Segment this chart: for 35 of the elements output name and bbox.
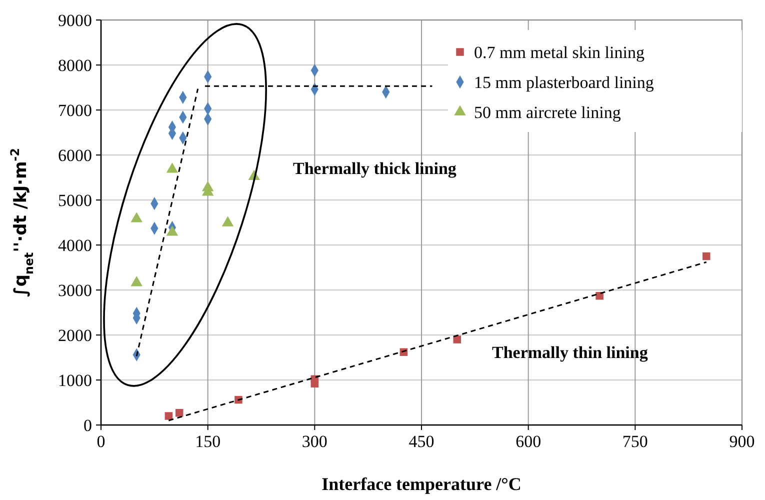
point [166, 226, 178, 236]
x-tick-label: 150 [195, 432, 221, 451]
y-tick-label: 9000 [58, 10, 92, 30]
point [453, 336, 461, 344]
y-tick-label: 3000 [58, 280, 92, 300]
point [164, 412, 173, 420]
x-tick-label: 0 [96, 432, 106, 451]
point [702, 252, 710, 260]
y-tick-label: 1000 [58, 370, 92, 390]
x-tick-label: 300 [302, 432, 328, 451]
x-tick-label: 600 [516, 432, 542, 451]
point [596, 292, 604, 300]
x-tick-label: 450 [408, 432, 434, 451]
y-tick-label: 4000 [58, 236, 92, 255]
point [222, 216, 234, 226]
point [130, 276, 142, 286]
point [310, 375, 319, 383]
x-tick-label: 750 [622, 432, 648, 451]
point [166, 162, 178, 173]
point [202, 181, 214, 192]
point [175, 408, 184, 417]
annotation: Thermally thick lining [293, 159, 457, 178]
legend-label: 0.7 mm metal skin lining [474, 42, 645, 62]
y-tick-label: 0 [84, 416, 92, 435]
y-tick-label: 6000 [58, 146, 92, 165]
x-axis-title: Interface temperature /°C [322, 474, 522, 494]
x-tick-label: 900 [729, 432, 755, 451]
y-tick-label: 7000 [58, 100, 92, 120]
annotation: Thermally thin lining [492, 343, 648, 362]
y-tick-label: 5000 [58, 190, 92, 210]
y-tick-label: 2000 [58, 326, 92, 345]
legend-label: 15 mm plasterboard lining [474, 72, 654, 92]
legend-label: 50 mm aircrete lining [474, 102, 622, 122]
y-tick-label: 8000 [58, 56, 92, 75]
point [130, 212, 142, 222]
